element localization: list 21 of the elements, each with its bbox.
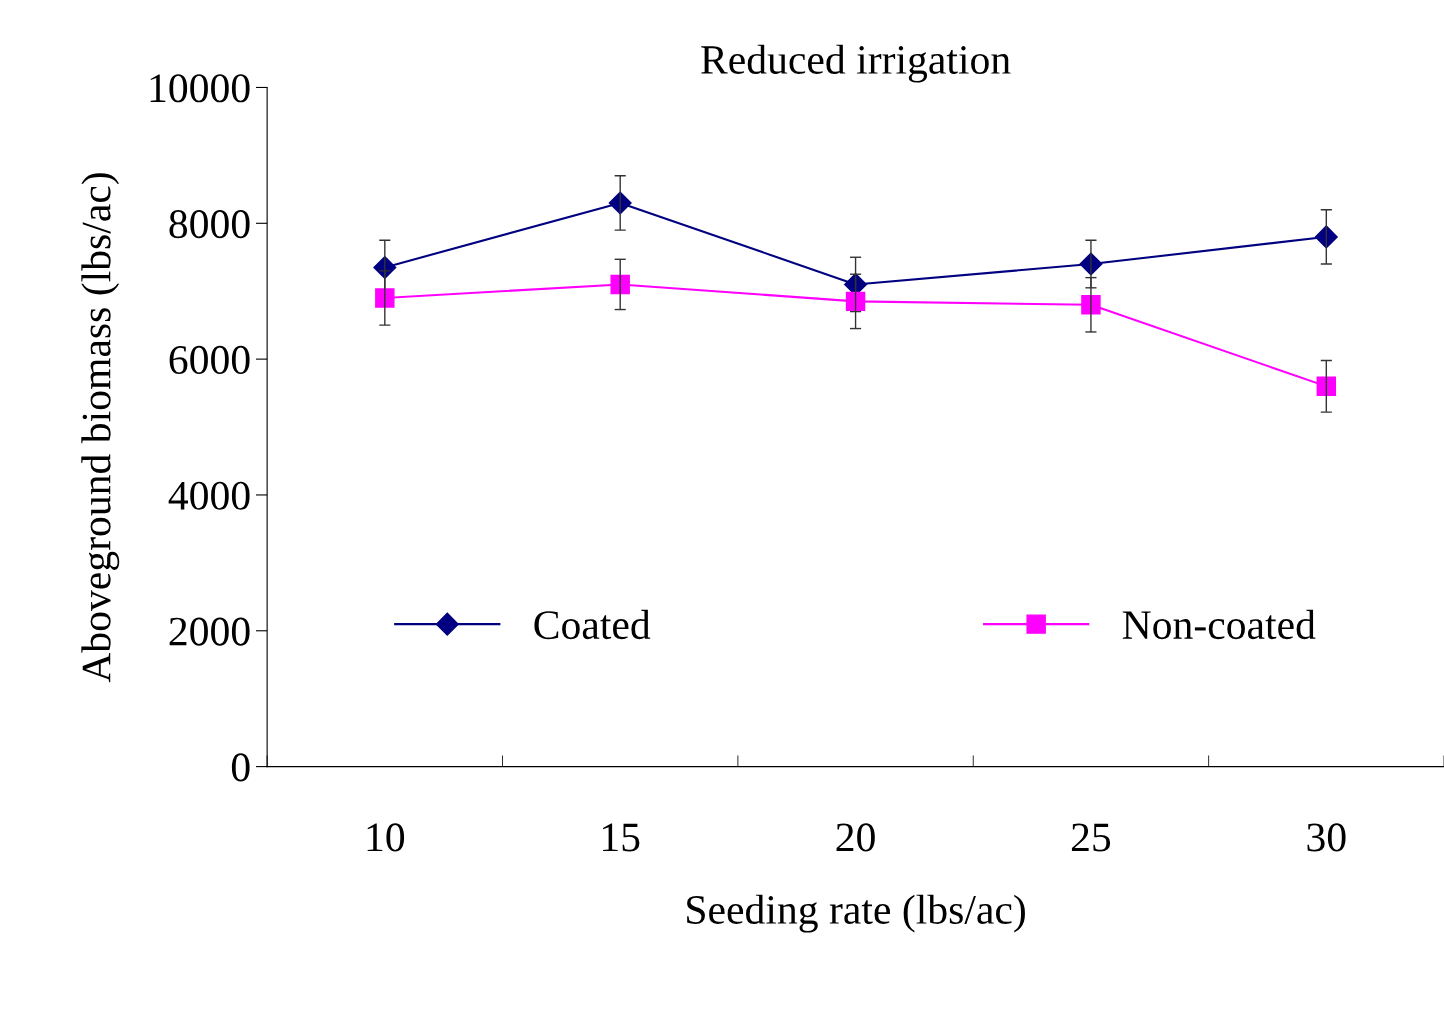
y-tick-label: 4000 — [168, 481, 250, 510]
x-tick-label: 20 — [836, 823, 875, 852]
point — [1316, 376, 1337, 397]
point — [845, 291, 866, 312]
y-tick-label: 6000 — [169, 345, 250, 374]
x-tick-label: 25 — [1071, 823, 1111, 852]
y-tick-label: 8000 — [169, 210, 250, 239]
x-tick-label: 15 — [603, 823, 640, 852]
x-tick-label: 10 — [367, 823, 405, 852]
legend-label: Non-coated — [1122, 609, 1316, 640]
y-tick-label: 2000 — [169, 617, 250, 646]
y-tick-label: 0 — [231, 753, 250, 782]
y-tick-label: 10000 — [150, 74, 250, 103]
x-tick-label: 30 — [1307, 823, 1346, 852]
legend-label: Coated — [534, 609, 651, 640]
point — [610, 274, 630, 295]
y-axis-title: Aboveground biomass (lbs/ac) — [81, 173, 120, 683]
x-axis-title: Seeding rate (lbs/ac) — [687, 894, 1025, 933]
point — [608, 191, 632, 215]
point — [1314, 225, 1338, 249]
chart-title: Reduced irrigation — [701, 44, 1011, 83]
